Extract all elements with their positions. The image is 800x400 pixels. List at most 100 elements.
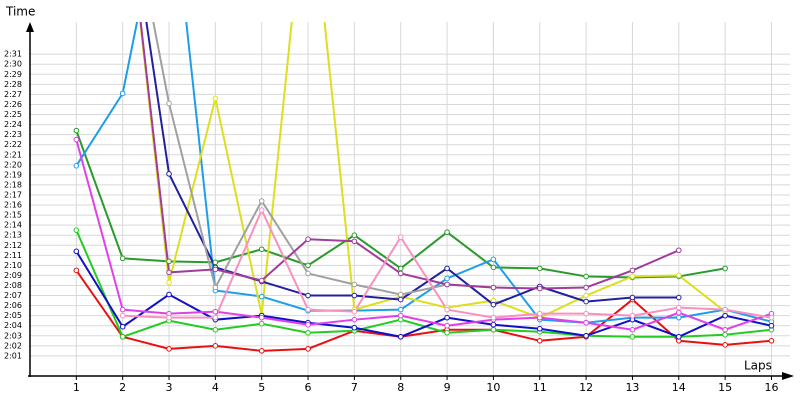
point [258, 246, 265, 253]
series-line [75, 139, 772, 331]
point [305, 292, 311, 299]
point [444, 265, 450, 272]
point [305, 321, 311, 328]
point [212, 95, 219, 102]
y-arrow [26, 22, 34, 32]
x-tick-label: 4 [212, 381, 219, 394]
x-tick-label: 5 [258, 381, 265, 394]
point [305, 262, 311, 269]
point [629, 326, 636, 333]
point [305, 306, 311, 313]
y-tick-label: 2:22 [4, 140, 22, 149]
x-tick-label: 1 [73, 381, 80, 394]
y-tick-label: 2:20 [4, 160, 22, 169]
point [444, 314, 450, 321]
point [305, 270, 311, 277]
point [166, 291, 172, 298]
point [722, 306, 728, 313]
point [675, 294, 682, 301]
point [490, 284, 497, 291]
point [490, 321, 497, 328]
y-tick-label: 2:11 [4, 251, 22, 260]
point [675, 309, 682, 316]
point [583, 284, 589, 291]
point [166, 171, 172, 177]
x-arrow [782, 372, 794, 380]
point [73, 227, 80, 233]
y-tick-label: 2:31 [4, 50, 22, 59]
point [444, 229, 450, 235]
y-tick-label: 2:23 [4, 130, 22, 139]
point [166, 269, 172, 276]
y-tick-label: 2:25 [4, 110, 22, 119]
y-tick-label: 2:04 [4, 321, 22, 330]
point [351, 324, 358, 331]
point [629, 333, 636, 340]
point [583, 332, 589, 339]
y-tick-label: 2:16 [4, 201, 22, 210]
point [444, 275, 450, 282]
y-tick-label: 2:05 [4, 311, 22, 320]
point [444, 329, 450, 336]
point [583, 319, 589, 326]
point [675, 272, 682, 279]
point [722, 312, 728, 319]
point [722, 342, 728, 348]
point [258, 293, 265, 300]
point [583, 273, 589, 280]
point [166, 346, 172, 352]
point [490, 301, 497, 308]
y-tick-label: 2:01 [4, 351, 22, 360]
point [397, 306, 404, 313]
y-tick-label: 2:27 [4, 90, 22, 99]
point [166, 258, 172, 265]
point [212, 326, 219, 333]
y-tick-label: 2:12 [4, 241, 22, 250]
point [397, 270, 404, 277]
point [351, 232, 358, 239]
point [536, 325, 543, 332]
x-tick-label: 14 [672, 381, 686, 394]
point [305, 346, 311, 352]
point [351, 238, 358, 245]
point [119, 306, 126, 313]
y-tick-label: 2:30 [4, 60, 22, 69]
point [397, 265, 404, 272]
point [166, 314, 172, 321]
y-tick-label: 2:06 [4, 301, 22, 310]
point [212, 308, 219, 315]
point [119, 333, 126, 340]
point [212, 314, 219, 321]
x-tick-label: 10 [486, 381, 500, 394]
point [444, 281, 450, 288]
point [258, 320, 265, 327]
point [583, 298, 589, 305]
x-tick-label: 6 [305, 381, 312, 394]
y-tick-label: 2:17 [4, 190, 22, 199]
point [490, 264, 497, 271]
y-tick-label: 2:03 [4, 331, 22, 340]
point [629, 312, 636, 319]
point [119, 255, 126, 262]
series-line [75, 22, 772, 324]
point [490, 326, 497, 333]
point [351, 281, 358, 288]
y-tick-label: 2:10 [4, 261, 22, 270]
y-tick-label: 2:18 [4, 180, 22, 189]
point [629, 294, 636, 301]
point [397, 333, 404, 340]
point [722, 331, 728, 338]
point [768, 338, 775, 344]
y-tick-label: 2:21 [4, 150, 22, 159]
point [629, 273, 636, 280]
point [305, 329, 311, 336]
point [73, 136, 80, 143]
x-tick-label: 7 [351, 381, 358, 394]
point [166, 100, 172, 107]
point [212, 259, 219, 266]
point [258, 198, 265, 204]
point [73, 127, 80, 134]
point [351, 292, 358, 299]
point [351, 316, 358, 323]
point [119, 323, 126, 330]
